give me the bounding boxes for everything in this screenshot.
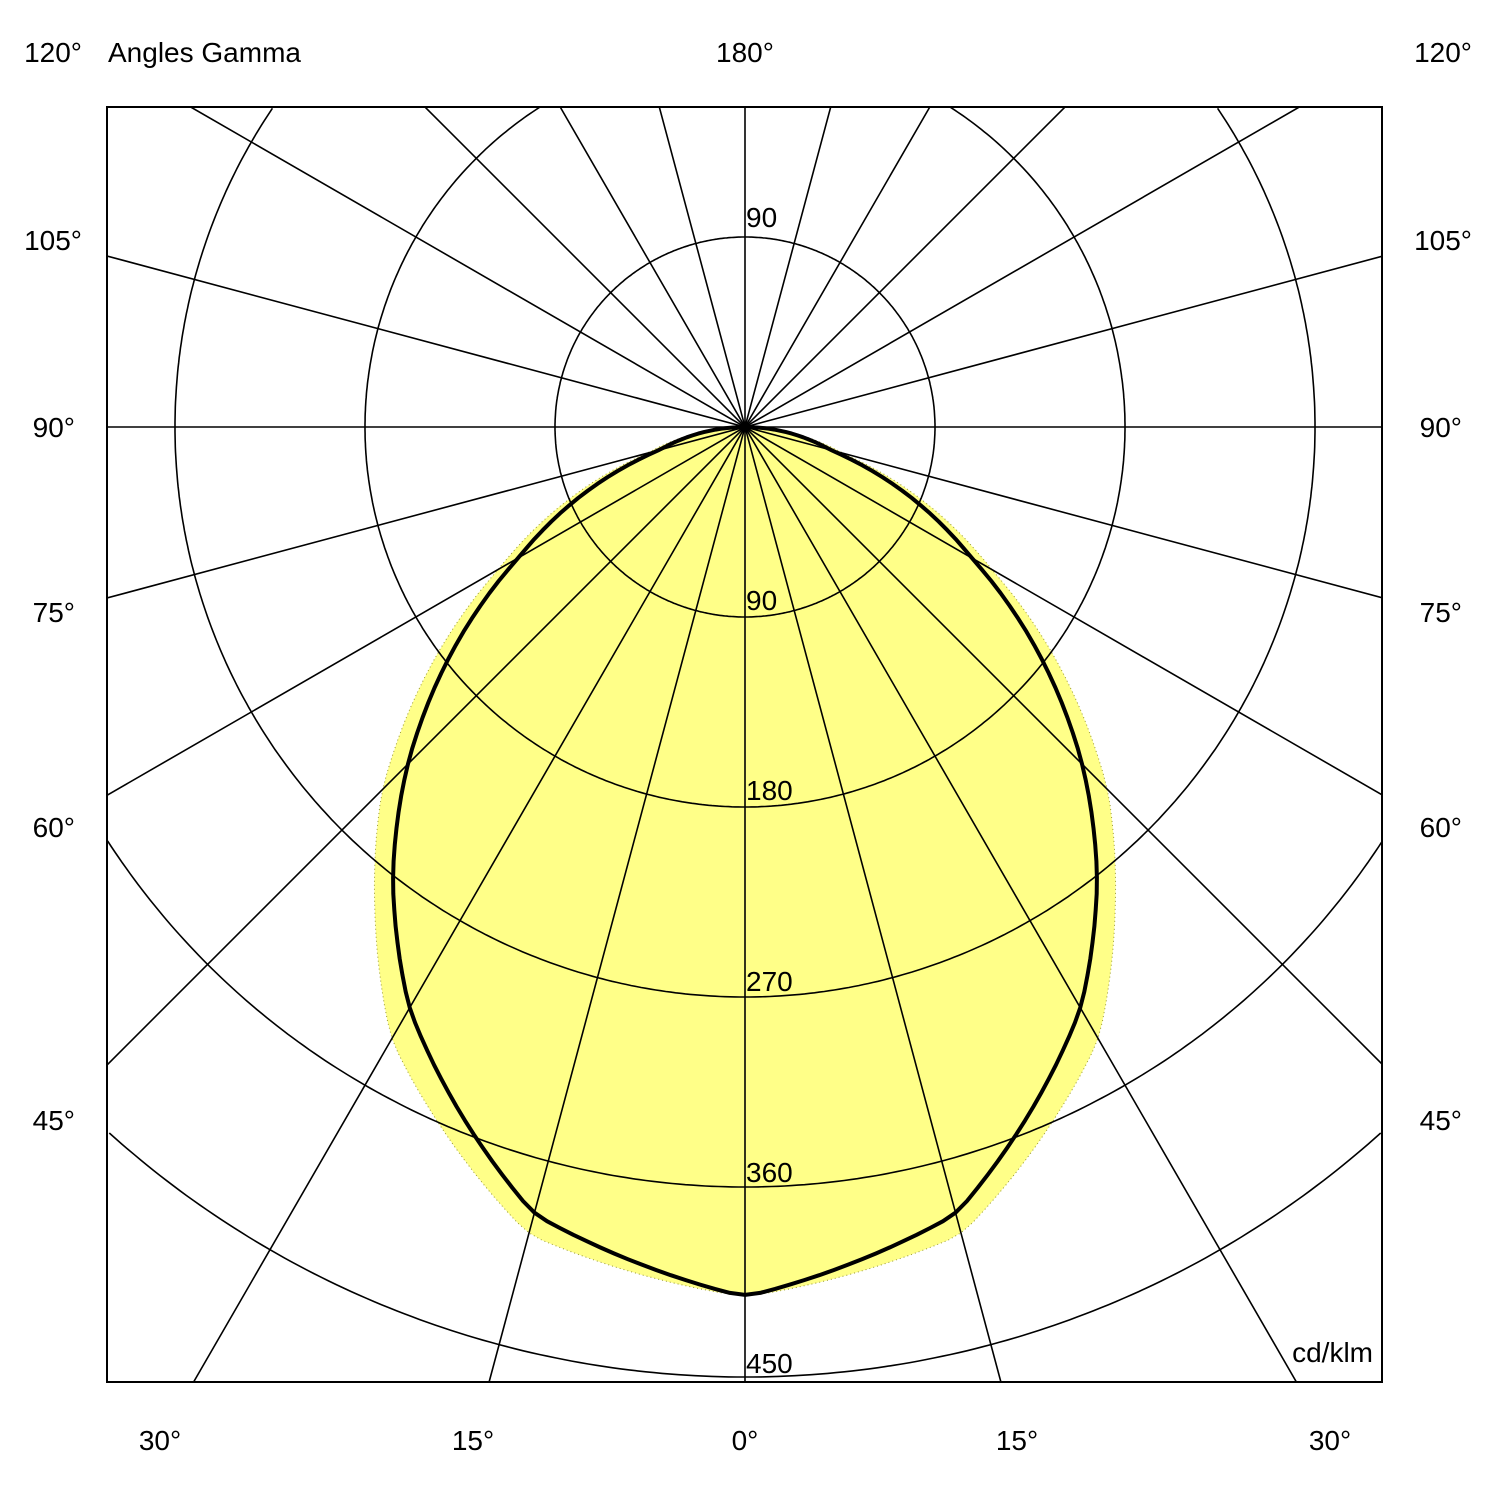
angle-label-left: 120° <box>24 37 82 68</box>
grid-radial-line <box>488 107 832 1382</box>
angle-label-left: 90° <box>33 412 75 443</box>
grid-radial-line <box>658 107 1002 1382</box>
angle-label-bottom: 30° <box>139 1425 181 1456</box>
radial-tick-label-top: 90 <box>746 202 777 233</box>
grid-radial-line <box>192 107 931 1382</box>
angle-label-right: 60° <box>1420 812 1462 843</box>
radial-tick-label: 180 <box>746 775 793 806</box>
grid-radial-line <box>424 107 1382 1065</box>
angle-label-left: 75° <box>33 597 75 628</box>
angle-label-right: 105° <box>1414 225 1472 256</box>
angle-label-left: 105° <box>24 225 82 256</box>
angle-label-top: 180° <box>716 37 774 68</box>
intensity-curve-series-1 <box>391 425 1099 1297</box>
grid-circle <box>174 107 1316 998</box>
angle-label-right: 45° <box>1420 1105 1462 1136</box>
angle-label-right: 75° <box>1420 597 1462 628</box>
chart-title: Angles Gamma <box>108 37 301 68</box>
grid-circle <box>364 107 1126 808</box>
radial-tick-label: 270 <box>746 966 793 997</box>
angle-label-right: 120° <box>1414 37 1472 68</box>
radial-tick-label: 360 <box>746 1157 793 1188</box>
radial-tick-label: 450 <box>746 1348 793 1379</box>
angle-label-bottom: 15° <box>996 1425 1038 1456</box>
angle-label-right: 90° <box>1420 412 1462 443</box>
grid-radial-line <box>107 107 1300 796</box>
angle-label-bottom: 30° <box>1309 1425 1351 1456</box>
angle-label-bottom: 0° <box>732 1425 759 1456</box>
grid-radial-line <box>559 107 1298 1382</box>
grid-radial-line <box>190 107 1382 796</box>
angle-label-bottom: 15° <box>452 1425 494 1456</box>
angle-label-left: 45° <box>33 1105 75 1136</box>
plot-frame <box>106 106 1383 1383</box>
angle-label-left: 60° <box>33 812 75 843</box>
grid-radial-line <box>107 107 1066 1066</box>
unit-label: cd/klm <box>1292 1337 1373 1368</box>
radial-tick-label: 90 <box>746 585 777 616</box>
